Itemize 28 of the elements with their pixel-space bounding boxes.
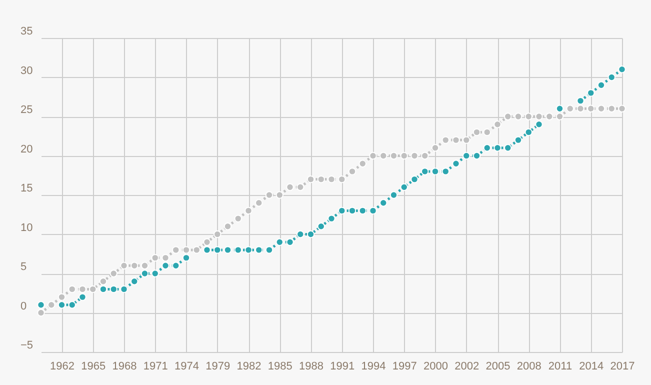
x-tick-label: 1974	[174, 360, 199, 372]
x-tick-label: 1988	[299, 360, 324, 372]
y-tick-label: −5	[20, 340, 34, 352]
x-tick-label: 1991	[330, 360, 355, 372]
y-tick-label: 35	[20, 26, 33, 38]
y-tick-label: 10	[20, 222, 33, 234]
x-tick-label: 1962	[50, 360, 74, 372]
y-tick-label: 30	[20, 64, 33, 77]
x-tick-label: 2017	[610, 360, 635, 372]
y-tick-label: 0	[20, 300, 27, 312]
x-tick-label: 1985	[268, 360, 292, 372]
x-tick-label: 2011	[548, 360, 572, 372]
x-tick-label: 1982	[236, 360, 262, 372]
y-tick-label: 20	[20, 143, 33, 156]
x-tick-label: 2008	[516, 360, 542, 372]
x-tick-label: 1968	[112, 360, 137, 372]
x-tick-label: 2000	[424, 360, 448, 372]
x-tick-label: 2014	[579, 360, 604, 372]
x-tick-label: 1997	[392, 360, 417, 372]
x-tick-label: 2005	[486, 360, 510, 372]
y-tick-label: 15	[20, 182, 33, 194]
x-tick-label: 2002	[454, 360, 480, 372]
y-tick-label: 25	[20, 104, 33, 116]
x-tick-label: 1971	[143, 360, 168, 372]
y-tick-label: 5	[20, 261, 27, 273]
x-tick-label: 1965	[81, 360, 106, 372]
x-tick-label: 1979	[206, 360, 230, 372]
x-tick-label: 1994	[361, 360, 386, 372]
